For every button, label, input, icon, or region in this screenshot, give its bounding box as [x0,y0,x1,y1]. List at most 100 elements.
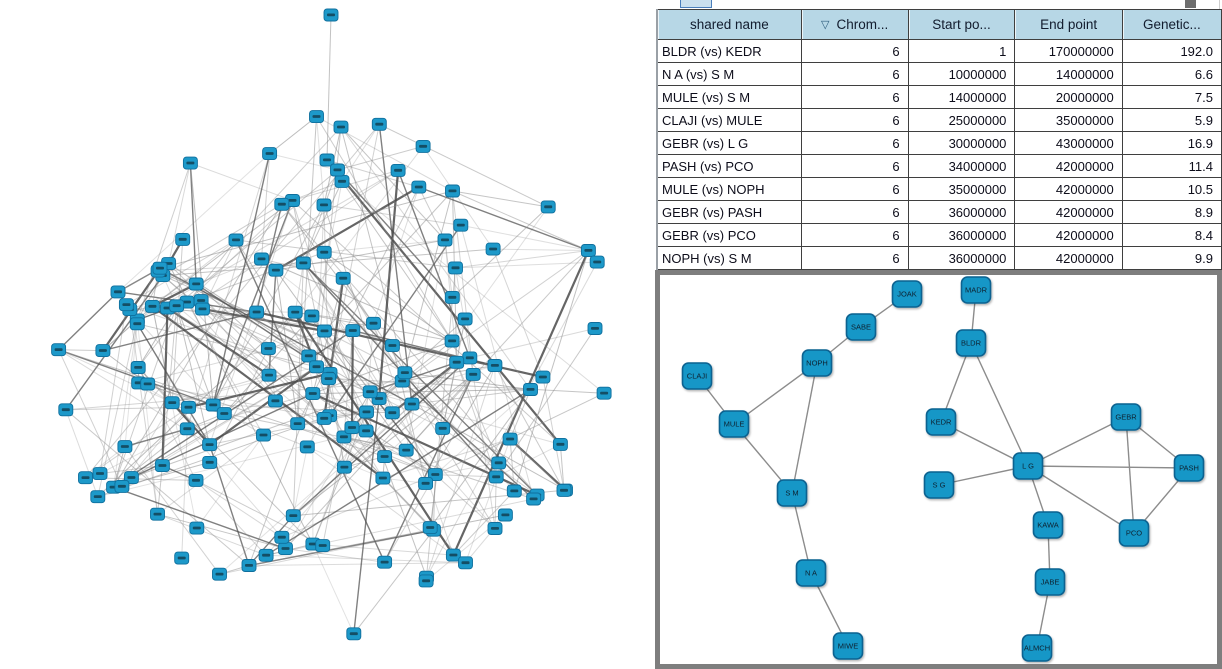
node-shape[interactable] [795,559,827,587]
network-node[interactable] [449,355,465,369]
network-node[interactable] [404,397,420,411]
network-node[interactable] [345,324,361,338]
network-node-bldr[interactable]: BLDR [955,329,987,357]
network-node[interactable] [179,422,195,436]
network-node[interactable] [317,324,332,338]
node-shape[interactable] [776,479,808,507]
table-cell[interactable]: 36000000 [907,200,1016,224]
network-node[interactable] [58,403,74,417]
table-row[interactable]: PASH (vs) PCO 6 34000000 42000000 11.4 [656,154,1222,178]
network-node[interactable] [444,334,460,348]
table-cell[interactable]: 6.6 [1121,62,1222,86]
table-cell[interactable]: 5.9 [1121,108,1222,132]
scrollbar-stub[interactable] [1185,0,1196,8]
network-node[interactable] [261,368,277,382]
network-node[interactable] [334,174,350,188]
network-node[interactable] [502,432,518,446]
table-cell[interactable]: 6 [800,131,909,155]
table-row[interactable]: MULE (vs) S M 6 14000000 20000000 7.5 [656,85,1222,109]
network-node[interactable] [445,548,461,562]
network-node[interactable] [117,440,133,454]
network-node[interactable] [174,551,190,565]
network-node[interactable] [189,521,205,535]
network-node[interactable] [323,8,339,22]
network-node[interactable] [95,344,111,358]
network-node[interactable] [285,509,301,523]
network-node[interactable] [336,460,352,474]
network-node[interactable] [344,421,360,435]
table-row[interactable]: GEBR (vs) PASH 6 36000000 42000000 8.9 [656,200,1222,224]
table-cell[interactable]: 25000000 [907,108,1016,132]
column-header-shared-name[interactable]: shared name [656,9,802,40]
network-node[interactable] [465,367,481,381]
network-node[interactable] [485,242,501,256]
table-cell[interactable]: 6 [800,154,909,178]
network-edge-BLDR-L G[interactable] [970,342,1029,467]
network-node[interactable] [260,342,276,356]
node-shape[interactable] [923,471,955,499]
network-node[interactable] [90,490,106,504]
table-cell[interactable]: 35000000 [1014,108,1123,132]
network-node[interactable] [154,459,170,473]
table-row[interactable]: NOPH (vs) S M 6 36000000 42000000 9.9 [656,246,1222,270]
network-node[interactable] [375,471,391,485]
network-node[interactable] [384,406,400,420]
network-node-jabe[interactable]: JABE [1034,568,1066,596]
network-node[interactable] [262,147,278,161]
network-node[interactable] [526,492,542,506]
network-node[interactable] [540,200,556,214]
network-node-kedr[interactable]: KEDR [925,408,957,436]
table-cell[interactable]: 6 [800,85,909,109]
network-node[interactable] [118,298,134,312]
table-cell[interactable]: 6 [800,246,909,270]
table-cell[interactable]: 7.5 [1121,85,1222,109]
network-node[interactable] [254,252,269,266]
table-cell[interactable]: 16.9 [1121,131,1222,155]
network-node[interactable] [305,387,321,401]
table-cell[interactable]: 14000000 [907,85,1016,109]
network-node[interactable] [377,555,393,569]
network-node-s-m[interactable]: S M [776,479,808,507]
table-cell[interactable]: 42000000 [1014,223,1123,247]
node-shape[interactable] [1021,634,1053,662]
node-shape[interactable] [1012,452,1044,480]
node-shape[interactable] [1034,568,1066,596]
network-node[interactable] [358,424,374,438]
network-node[interactable] [330,163,345,177]
network-node[interactable] [274,197,290,211]
table-cell[interactable]: 9.9 [1121,246,1222,270]
network-node[interactable] [309,110,324,124]
network-node[interactable] [188,473,204,487]
table-cell[interactable]: 10000000 [907,62,1016,86]
table-cell[interactable]: 10.5 [1121,177,1222,201]
network-node-claji[interactable]: CLAJI [681,362,713,390]
column-header-end-point[interactable]: End point [1014,9,1123,40]
network-node[interactable] [398,443,414,457]
table-cell[interactable]: 6 [800,200,909,224]
network-node[interactable] [309,360,324,374]
network-node[interactable] [458,556,473,570]
table-cell[interactable]: CLAJI (vs) MULE [656,108,802,132]
network-node[interactable] [278,542,293,556]
network-node[interactable] [366,316,381,330]
table-cell[interactable]: 42000000 [1014,246,1123,270]
network-node[interactable] [249,305,265,319]
network-node[interactable] [216,407,232,421]
table-cell[interactable]: PASH (vs) PCO [656,154,802,178]
network-node-miwe[interactable]: MIWE [832,632,864,660]
network-node[interactable] [315,539,331,553]
network-node[interactable] [144,299,160,313]
network-node[interactable] [390,163,406,177]
network-node[interactable] [51,343,67,357]
node-shape[interactable] [1118,519,1150,547]
network-node[interactable] [274,530,290,544]
table-row[interactable]: CLAJI (vs) MULE 6 25000000 35000000 5.9 [656,108,1222,132]
network-node[interactable] [362,385,378,399]
table-cell[interactable]: 6 [800,62,909,86]
network-node[interactable] [437,233,453,247]
table-row[interactable]: MULE (vs) NOPH 6 35000000 42000000 10.5 [656,177,1222,201]
table-cell[interactable]: MULE (vs) S M [656,85,802,109]
network-edge-GEBR-PCO[interactable] [1125,416,1135,534]
network-node[interactable] [129,317,145,331]
network-node[interactable] [319,153,335,167]
